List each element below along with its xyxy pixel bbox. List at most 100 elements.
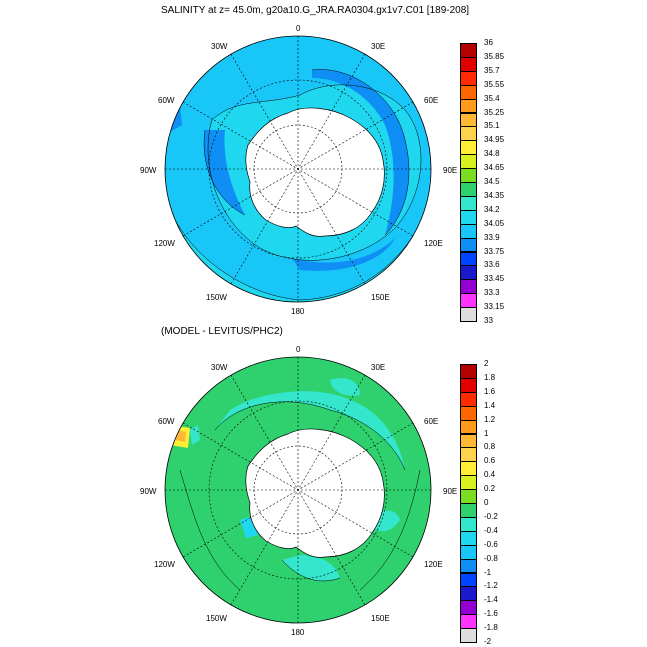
lon-label-0: 0 bbox=[296, 24, 301, 33]
lon-label-180: 180 bbox=[291, 307, 305, 316]
salinity-map bbox=[164, 35, 432, 303]
lon-label-60w: 60W bbox=[158, 96, 175, 105]
colorbar-swatch bbox=[460, 461, 477, 477]
colorbar-swatch bbox=[460, 628, 477, 643]
fresh-ring-east bbox=[312, 69, 409, 236]
lon-label-90w: 90W bbox=[140, 487, 157, 496]
colorbar-swatch bbox=[460, 195, 477, 211]
fresh-ross-patch bbox=[204, 130, 245, 215]
colorbar-label: 34.95 bbox=[484, 135, 505, 145]
colorbar-swatch bbox=[460, 182, 477, 197]
lon-label-60w: 60W bbox=[158, 417, 175, 426]
colorbar-label: 35.25 bbox=[484, 107, 505, 117]
colorbar-swatch bbox=[460, 572, 477, 588]
colorbar-label: 1.2 bbox=[484, 414, 496, 424]
colorbar-swatch bbox=[460, 126, 477, 142]
lon-label-150w: 150W bbox=[206, 293, 227, 302]
colorbar-swatch bbox=[460, 600, 477, 616]
difference-map bbox=[164, 356, 432, 624]
lon-label-60e: 60E bbox=[424, 417, 439, 426]
colorbar-swatch bbox=[460, 154, 477, 170]
colorbar-swatch bbox=[460, 503, 477, 518]
colorbar-label: -0.6 bbox=[484, 539, 498, 549]
colorbar-swatch bbox=[460, 279, 477, 295]
colorbar-swatch bbox=[460, 391, 477, 407]
colorbar-swatch bbox=[460, 489, 477, 504]
colorbar-label: -2 bbox=[484, 637, 492, 646]
colorbar-label: 0.2 bbox=[484, 484, 496, 494]
lon-label-30e: 30E bbox=[371, 363, 386, 372]
lon-label-150e: 150E bbox=[371, 293, 390, 302]
colorbar-label: 34.35 bbox=[484, 190, 505, 200]
colorbar-label: -0.4 bbox=[484, 525, 498, 535]
lon-label-180: 180 bbox=[291, 628, 305, 637]
lon-label-60e: 60E bbox=[424, 96, 439, 105]
colorbar-swatch bbox=[460, 251, 477, 267]
colorbar-label: 33.6 bbox=[484, 260, 500, 270]
colorbar-swatch bbox=[460, 168, 477, 183]
colorbar-swatch bbox=[460, 307, 477, 322]
colorbar-swatch bbox=[460, 447, 477, 463]
lon-label-120w: 120W bbox=[154, 239, 175, 248]
colorbar-label: -0.2 bbox=[484, 511, 498, 521]
lon-label-150e: 150E bbox=[371, 614, 390, 623]
colorbar-label: 36 bbox=[484, 38, 493, 47]
colorbar-label: 35.7 bbox=[484, 65, 500, 75]
colorbar-label: 34.2 bbox=[484, 204, 500, 214]
colorbar-swatch bbox=[460, 293, 477, 309]
lon-label-90w: 90W bbox=[140, 166, 157, 175]
colorbar-label: -1 bbox=[484, 567, 492, 577]
colorbar-label: 34.65 bbox=[484, 163, 505, 173]
colorbar-label: -1.2 bbox=[484, 581, 498, 591]
fresh-ring-south bbox=[292, 238, 395, 271]
colorbar-label: 0.6 bbox=[484, 456, 496, 466]
panel1-title: SALINITY at z= 45.0m, g20a10.G_JRA.RA030… bbox=[161, 5, 470, 16]
colorbar-label: 1.4 bbox=[484, 400, 496, 410]
colorbar-label: 35.1 bbox=[484, 121, 500, 131]
colorbar-label: -1.8 bbox=[484, 623, 498, 633]
colorbar-swatch bbox=[460, 530, 477, 546]
lon-label-30e: 30E bbox=[371, 42, 386, 51]
colorbar-swatch bbox=[460, 405, 477, 421]
panel2-title: (MODEL - LEVITUS/PHC2) bbox=[161, 326, 283, 337]
colorbar-swatch bbox=[460, 223, 477, 239]
colorbar-swatch bbox=[460, 237, 477, 253]
lon-label-120e: 120E bbox=[424, 560, 443, 569]
colorbar-label: 35.4 bbox=[484, 93, 500, 103]
colorbar-swatch bbox=[460, 56, 477, 72]
colorbar-label: 35.55 bbox=[484, 79, 505, 89]
colorbar-label: 2 bbox=[484, 359, 489, 368]
colorbar-label: -1.6 bbox=[484, 609, 498, 619]
colorbar-swatch bbox=[460, 209, 477, 225]
lon-label-150w: 150W bbox=[206, 614, 227, 623]
colorbar-swatch bbox=[460, 98, 477, 114]
colorbar-swatch bbox=[460, 265, 477, 281]
colorbar-label: 34.8 bbox=[484, 149, 500, 159]
colorbar-label: 0.4 bbox=[484, 470, 496, 480]
colorbar-label: 33.15 bbox=[484, 302, 505, 312]
colorbar-swatch bbox=[460, 377, 477, 393]
colorbar-swatch bbox=[460, 84, 477, 100]
colorbar-swatch bbox=[460, 140, 477, 156]
colorbar-swatch bbox=[460, 586, 477, 602]
colorbar-label: 1.8 bbox=[484, 372, 496, 382]
lon-label-30w: 30W bbox=[211, 363, 228, 372]
colorbar-swatch bbox=[460, 70, 477, 86]
colorbar-label: 35.85 bbox=[484, 51, 505, 61]
colorbar-label: 33.3 bbox=[484, 288, 500, 298]
lon-label-120e: 120E bbox=[424, 239, 443, 248]
colorbar-swatch bbox=[460, 112, 477, 128]
colorbar-label: -1.4 bbox=[484, 595, 498, 605]
antarctica-continent-2 bbox=[245, 428, 385, 558]
colorbar-label: 0.8 bbox=[484, 442, 496, 452]
lon-label-120w: 120W bbox=[154, 560, 175, 569]
lon-label-90e: 90E bbox=[443, 487, 458, 496]
colorbar-label: 1.6 bbox=[484, 386, 496, 396]
lon-label-0: 0 bbox=[296, 345, 301, 354]
colorbar-label: 34.05 bbox=[484, 218, 505, 228]
colorbar-label: -0.8 bbox=[484, 553, 498, 563]
colorbar-swatch bbox=[460, 364, 477, 379]
colorbar-swatch bbox=[460, 419, 477, 435]
colorbar-label: 0 bbox=[484, 498, 489, 507]
